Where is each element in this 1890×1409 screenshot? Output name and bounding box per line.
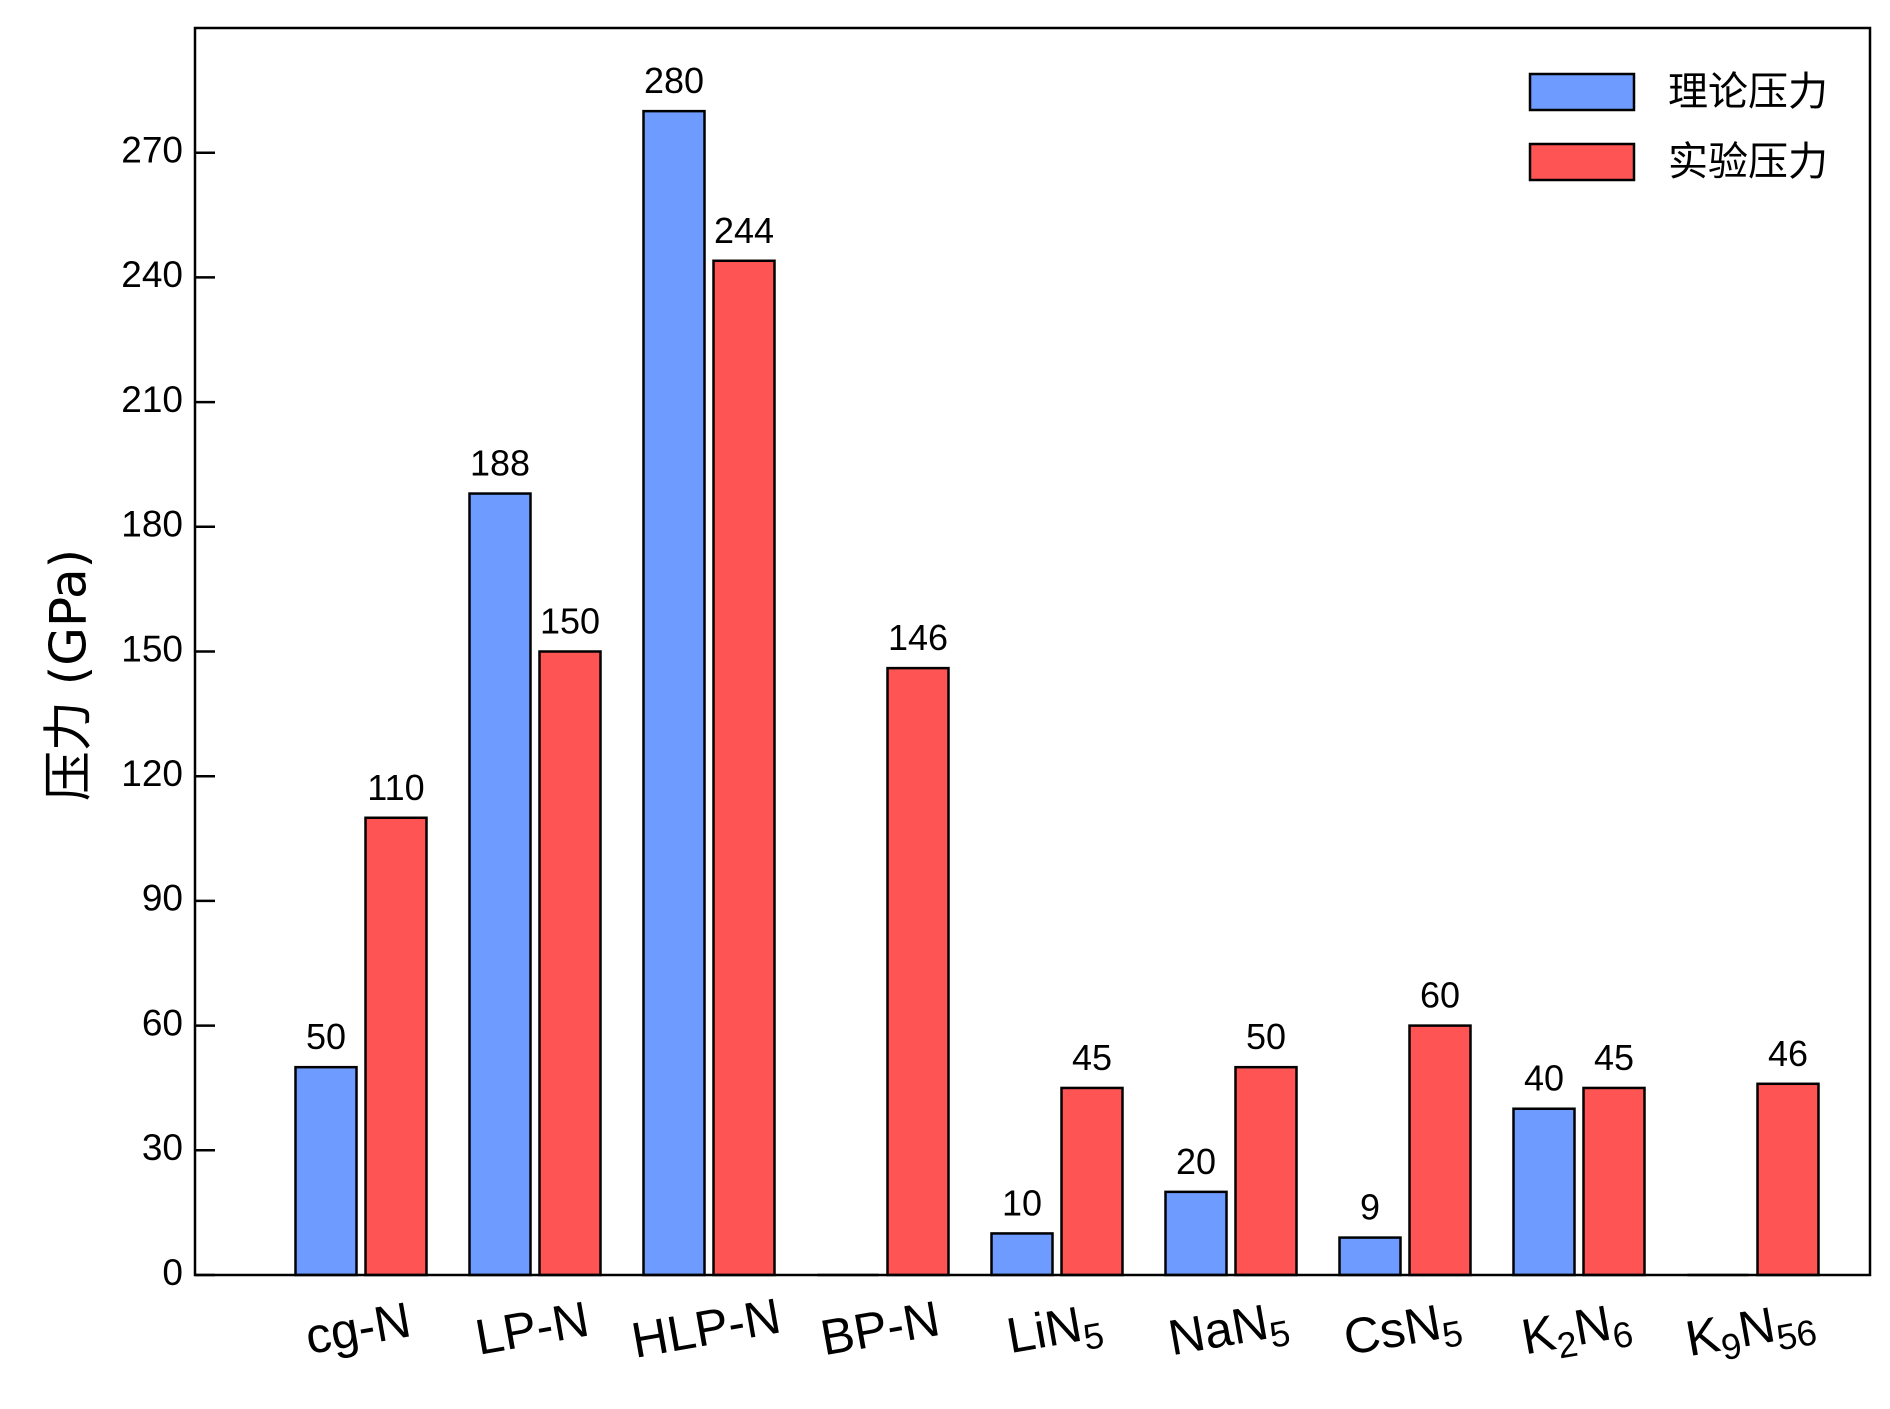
y-tick-label: 30 [142,1127,183,1168]
legend-label: 理论压力 [1668,69,1828,115]
bar-theory-2 [642,109,706,1277]
bars-layer [294,109,1820,1277]
x-tick-label: HLP-N [627,1288,784,1369]
bar-theory-7 [1512,1107,1576,1277]
bar-theory-5 [1164,1190,1228,1277]
bar-theory-6 [1338,1236,1402,1277]
data-label: 110 [367,767,424,808]
x-tick-label: LiN5 [1002,1292,1107,1371]
legend-label: 实验压力 [1668,139,1828,185]
bar-experiment-1 [538,650,602,1277]
bar-experiment-2 [712,259,776,1277]
x-tick-label: NaN5 [1164,1290,1293,1373]
bar-experiment-8 [1756,1082,1820,1277]
y-tick-label: 60 [142,1002,183,1043]
data-label: 60 [1420,975,1460,1016]
bar-theory-4 [990,1232,1054,1277]
data-labels-layer: 50 188 280 10 20 9 40 110 150 244 146 45 50 60 45 46 [306,60,1808,1227]
y-axis-title: 压力 (GPa) [40,549,98,801]
data-label: 280 [644,60,704,101]
legend-swatch [1528,142,1636,182]
x-tick-label: cg-N [301,1292,415,1365]
data-label: 46 [1768,1033,1808,1074]
data-label: 146 [888,617,948,658]
x-tick-label: K2N6 [1517,1291,1636,1372]
bar-theory-0 [294,1065,358,1277]
data-label: 244 [714,210,774,251]
y-tick-label: 180 [121,504,183,545]
x-tick-label: BP-N [816,1290,943,1366]
y-tick-label: 90 [142,878,183,919]
data-label: 50 [1246,1016,1286,1057]
bar-experiment-5 [1234,1065,1298,1277]
bar-experiment-0 [364,816,428,1277]
bar-experiment-4 [1060,1086,1124,1277]
bar-theory-1 [468,492,532,1277]
x-tick-label: LP-N [471,1291,593,1366]
data-label: 150 [540,601,600,642]
data-label: 10 [1002,1182,1042,1223]
legend-swatch [1528,72,1636,112]
data-label: 40 [1524,1058,1564,1099]
x-tick-label: K9N56 [1681,1289,1820,1374]
bar-experiment-3 [886,666,950,1277]
data-label: 20 [1176,1141,1216,1182]
y-tick-label: 120 [121,753,183,794]
data-label: 188 [470,443,530,484]
data-label: 9 [1360,1187,1380,1228]
y-tick-label: 150 [121,628,183,669]
bar-experiment-7 [1582,1086,1646,1277]
data-label: 45 [1072,1037,1112,1078]
y-tick-label: 270 [121,129,183,170]
data-label: 50 [306,1016,346,1057]
y-tick-label: 240 [121,254,183,295]
y-tick-label: 210 [121,379,183,420]
data-label: 45 [1594,1037,1634,1078]
x-tick-label: CsN5 [1339,1291,1465,1373]
y-tick-label: 0 [162,1252,183,1293]
bar-experiment-6 [1408,1024,1472,1277]
